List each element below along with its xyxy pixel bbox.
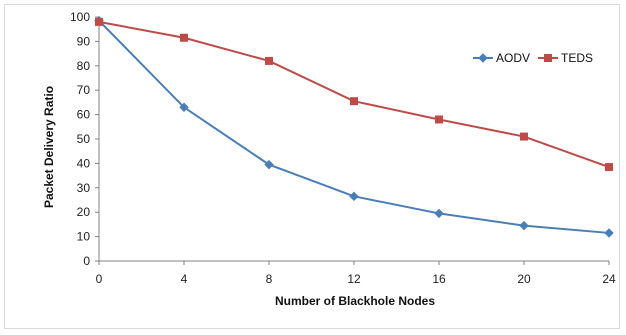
y-tick-label: 80 xyxy=(77,59,91,73)
y-tick-label: 90 xyxy=(77,34,91,48)
y-tick-label: 30 xyxy=(77,181,91,195)
x-tick-label: 24 xyxy=(602,272,616,286)
data-point-teds xyxy=(95,17,103,26)
y-tick-label: 60 xyxy=(77,108,91,122)
x-tick-label: 12 xyxy=(347,272,361,286)
data-point-aodv xyxy=(179,102,189,112)
y-axis-title: Packet Delivery Ratio xyxy=(42,86,56,208)
legend-marker-aodv xyxy=(478,53,488,63)
series-line-teds xyxy=(98,20,610,169)
data-point-aodv xyxy=(519,220,529,231)
data-point-aodv xyxy=(434,208,444,219)
series-teds xyxy=(95,17,613,172)
x-tick-label: 0 xyxy=(96,272,103,286)
legend-item-aodv: AODV xyxy=(473,51,530,65)
data-point-aodv xyxy=(349,191,359,202)
legend-label-teds: TEDS xyxy=(561,51,593,65)
legend-label-aodv: AODV xyxy=(496,51,530,65)
y-tick-label: 70 xyxy=(77,83,91,97)
data-point-teds xyxy=(520,132,528,141)
y-tick-label: 20 xyxy=(77,205,91,219)
series-layer xyxy=(94,15,614,238)
data-point-teds xyxy=(350,97,358,106)
data-point-teds xyxy=(265,56,273,65)
y-tick-label: 10 xyxy=(77,230,91,244)
series-aodv xyxy=(94,15,614,238)
y-tick-label: 40 xyxy=(77,156,91,170)
data-point-teds xyxy=(435,115,443,124)
axes: 0 10 20 30 40 50 60 70 80 90 100 0 4 8 12 16 20 24 xyxy=(70,10,616,286)
data-point-teds xyxy=(605,163,613,172)
y-tick-label: 50 xyxy=(77,132,91,146)
legend-marker-teds xyxy=(544,54,552,62)
x-tick-label: 4 xyxy=(181,272,188,286)
x-tick-label: 8 xyxy=(266,272,273,286)
x-tick-label: 20 xyxy=(517,272,531,286)
y-tick-label: 0 xyxy=(83,254,90,268)
x-tick-label: 16 xyxy=(432,272,446,286)
legend-item-teds: TEDS xyxy=(538,51,593,65)
chart-frame xyxy=(4,4,620,329)
data-point-aodv xyxy=(604,228,614,238)
x-axis-title: Number of Blackhole Nodes xyxy=(275,294,435,308)
series-line-aodv xyxy=(98,19,610,234)
data-point-teds xyxy=(180,33,188,42)
y-tick-label: 100 xyxy=(70,10,90,24)
legend: AODV TEDS xyxy=(473,51,593,65)
data-point-aodv xyxy=(264,159,274,170)
